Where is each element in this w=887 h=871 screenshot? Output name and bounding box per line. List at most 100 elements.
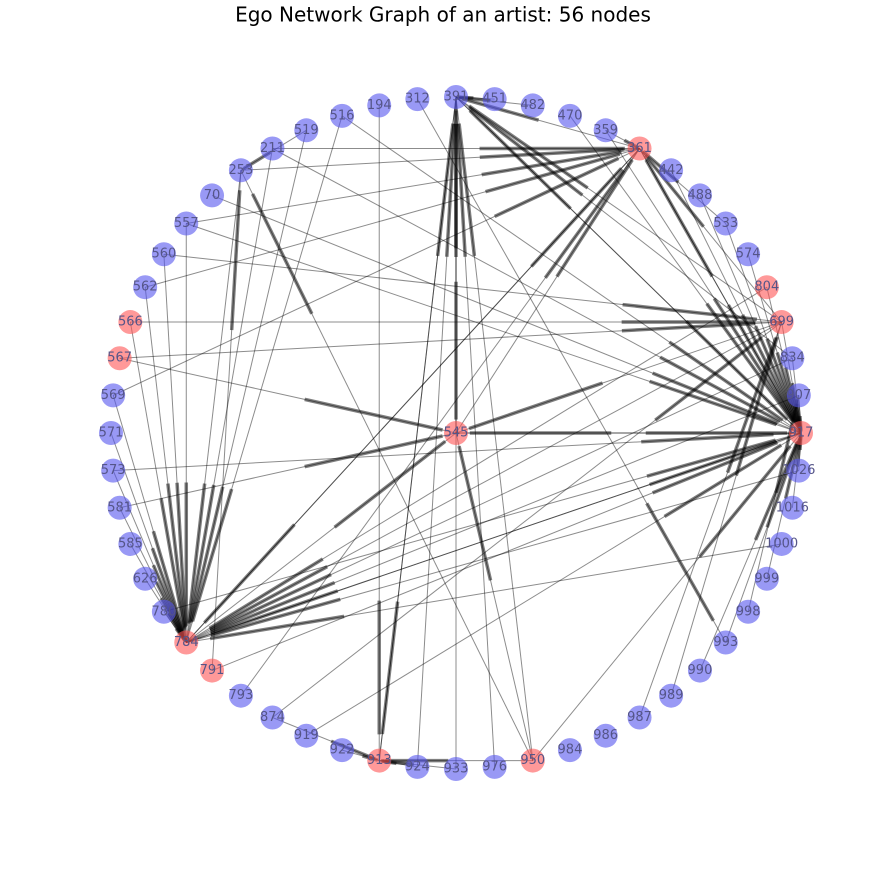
edge-arrow <box>462 97 540 122</box>
edge-arrow <box>304 397 443 432</box>
node <box>260 705 285 730</box>
edge-arrow <box>435 123 455 257</box>
node-label: 516 <box>330 108 355 123</box>
node <box>627 705 652 730</box>
node <box>330 738 355 763</box>
node-label: 993 <box>713 635 738 650</box>
node-label: 585 <box>118 536 143 551</box>
node <box>557 738 582 763</box>
node-label: 253 <box>228 163 253 178</box>
edges <box>110 95 803 770</box>
node-label: 984 <box>558 743 583 758</box>
node-label: 391 <box>444 90 469 105</box>
node <box>786 458 811 483</box>
node <box>789 421 813 445</box>
node <box>754 275 779 300</box>
node-label: 986 <box>593 728 618 743</box>
edge-arrow <box>457 123 477 257</box>
node <box>444 421 468 445</box>
edge-arrow <box>648 439 777 487</box>
node-label: 780 <box>151 604 176 619</box>
node <box>769 310 794 335</box>
node <box>101 383 126 408</box>
edge-arrow <box>189 486 225 623</box>
edge-arrow <box>485 152 621 194</box>
node <box>107 495 132 520</box>
node-label: 70 <box>204 188 221 203</box>
node-label: 211 <box>260 141 285 156</box>
node <box>780 346 805 371</box>
node <box>713 630 738 655</box>
node-label: 913 <box>367 753 392 768</box>
node-label: 804 <box>754 280 779 295</box>
edge-arrow <box>209 565 328 632</box>
node <box>593 118 618 143</box>
node-label: 562 <box>133 280 158 295</box>
edge-arrow <box>186 483 207 624</box>
edge-arrow <box>698 444 792 558</box>
edge-arrow <box>203 523 296 624</box>
node <box>294 118 319 143</box>
node <box>118 531 143 556</box>
edge-arrow <box>641 432 774 444</box>
node <box>482 754 507 779</box>
edge-arrow <box>209 614 345 641</box>
node-label: 488 <box>688 188 713 203</box>
edge-arrow <box>734 336 779 476</box>
node-label: 999 <box>754 571 779 586</box>
node <box>405 87 430 112</box>
node-label: 519 <box>294 123 319 138</box>
node <box>294 723 319 748</box>
node <box>228 683 253 708</box>
edge-arrow <box>455 123 467 257</box>
node-label: 533 <box>713 216 738 231</box>
node-label: 560 <box>151 247 176 262</box>
node-label: 569 <box>101 388 126 403</box>
edge-arrow <box>644 159 714 278</box>
edge-arrow <box>210 597 341 638</box>
edge-arrow <box>175 482 188 628</box>
node <box>687 183 712 208</box>
edge-arrow <box>445 123 457 257</box>
node-label: 933 <box>444 762 469 777</box>
node-label: 699 <box>769 315 794 330</box>
edge-arrow <box>543 169 626 279</box>
edge-arrow <box>651 371 779 426</box>
edge-arrow <box>166 483 187 629</box>
edge-arrow <box>645 502 715 622</box>
node-label: 361 <box>627 141 652 156</box>
edge-arrow <box>251 193 314 315</box>
node <box>713 211 738 236</box>
node <box>330 103 355 128</box>
node-label: 571 <box>99 426 124 441</box>
node-label: 917 <box>789 426 814 441</box>
edge-arrow <box>190 488 234 622</box>
edge-arrow <box>659 355 781 424</box>
edge-arrow <box>646 438 776 478</box>
node <box>482 87 507 112</box>
edge-arrow <box>663 443 783 519</box>
node-label: 451 <box>482 92 507 107</box>
node-label: 791 <box>200 663 225 678</box>
edge-arrow <box>210 589 339 636</box>
node <box>659 683 684 708</box>
edge-arrow <box>493 156 620 219</box>
node <box>367 93 392 118</box>
node <box>200 183 225 208</box>
node-label: 834 <box>780 351 805 366</box>
node-label: 990 <box>688 663 713 678</box>
node <box>228 158 253 183</box>
node <box>520 748 545 773</box>
node-label: 784 <box>174 635 199 650</box>
node <box>627 136 652 161</box>
edge-arrow <box>468 106 584 197</box>
node-label: 976 <box>482 759 507 774</box>
node-label: 470 <box>558 108 583 123</box>
node-label: 919 <box>294 728 319 743</box>
node <box>520 93 545 118</box>
node <box>151 599 176 624</box>
node <box>367 748 392 773</box>
node-label: 545 <box>444 426 469 441</box>
node-label: 359 <box>593 123 618 138</box>
node-label: 998 <box>736 604 761 619</box>
